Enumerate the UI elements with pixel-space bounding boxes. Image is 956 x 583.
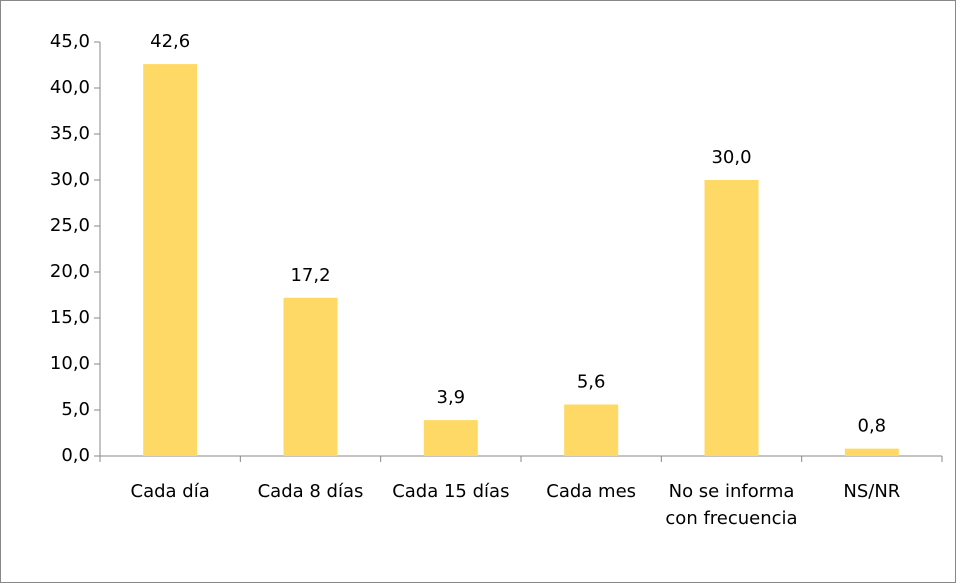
bar	[283, 297, 338, 456]
value-label: 17,2	[290, 265, 330, 286]
y-tick-label: 30,0	[50, 169, 90, 190]
x-tick-label: Cada 8 días	[257, 481, 364, 502]
value-label: 5,6	[577, 371, 606, 392]
y-tick-label: 10,0	[50, 353, 90, 374]
value-label: 3,9	[437, 387, 466, 408]
y-tick-label: 40,0	[50, 77, 90, 98]
value-label: 0,8	[858, 416, 887, 437]
y-tick-label: 25,0	[50, 215, 90, 236]
x-tick-label: Cada día	[130, 481, 210, 502]
y-tick-label: 0,0	[61, 445, 90, 466]
x-tick-label: No se informa con frecuencia	[665, 481, 798, 529]
x-tick-label: Cada mes	[546, 481, 637, 502]
y-tick-label: 45,0	[50, 31, 90, 52]
x-tick-label: Cada 15 días	[392, 481, 510, 502]
y-tick-label: 20,0	[50, 261, 90, 282]
y-tick-label: 5,0	[61, 399, 90, 420]
value-label: 42,6	[150, 31, 190, 52]
bar	[143, 64, 198, 456]
bar	[564, 404, 619, 456]
y-tick-label: 15,0	[50, 307, 90, 328]
bar	[844, 448, 899, 456]
bar	[704, 180, 759, 456]
x-tick-label: NS/NR	[843, 481, 901, 502]
value-label: 30,0	[711, 147, 751, 168]
y-tick-label: 35,0	[50, 123, 90, 144]
bar	[423, 420, 478, 456]
